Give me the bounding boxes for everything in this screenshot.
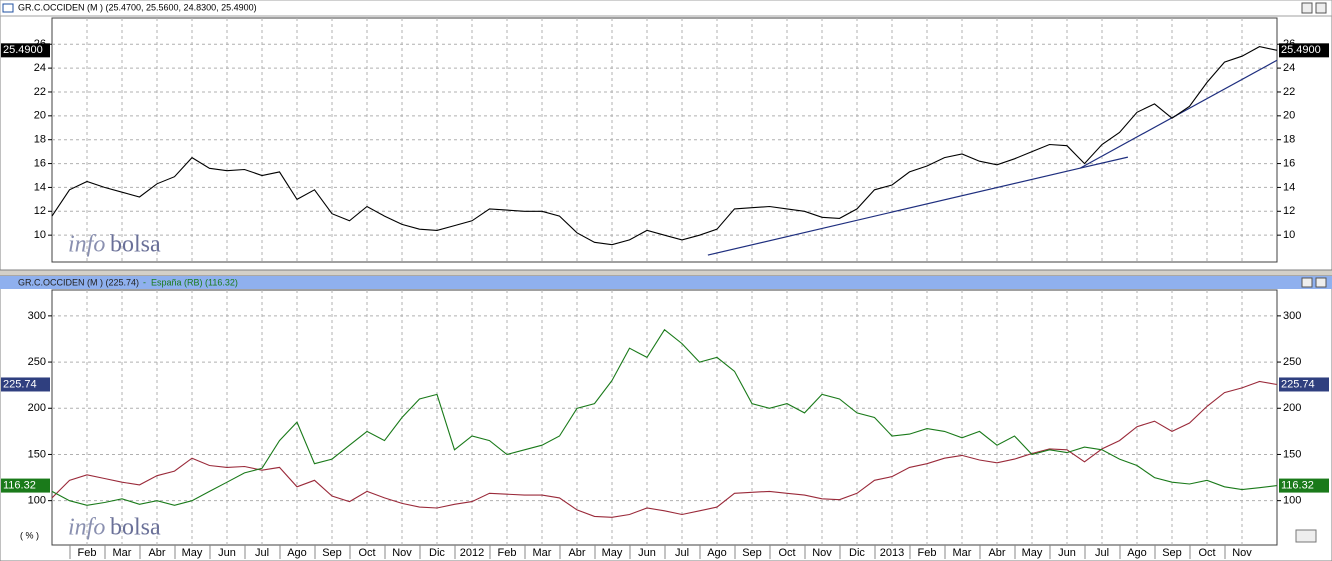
y-tick-label: 150 — [1283, 448, 1301, 460]
y-tick-label: 24 — [34, 62, 46, 74]
x-tick-label: May — [1022, 547, 1043, 559]
x-tick-label: Feb — [78, 547, 97, 559]
y-unit: ( % ) — [20, 530, 39, 540]
trend-line — [1079, 156, 1129, 169]
y-tick-label: 200 — [28, 402, 46, 414]
x-tick-label: Nov — [392, 547, 412, 559]
price-line — [51, 380, 1278, 518]
y-tick-label: 250 — [28, 356, 46, 368]
x-tick-label: Jun — [218, 547, 236, 559]
price-line — [51, 328, 1278, 506]
last-value-label: 25.4900 — [1281, 44, 1321, 56]
y-tick-label: 300 — [1283, 310, 1301, 322]
x-tick-label: Jul — [255, 547, 269, 559]
x-tick-label: May — [602, 547, 623, 559]
last-value-label: 225.74 — [3, 378, 37, 390]
x-tick-label: Jul — [1095, 547, 1109, 559]
y-tick-label: 12 — [34, 205, 46, 217]
bottom-header — [0, 276, 1332, 289]
x-tick-label: Mar — [953, 547, 972, 559]
y-tick-label: 18 — [1283, 134, 1295, 146]
y-tick-label: 10 — [1283, 229, 1295, 241]
x-tick-label: Abr — [148, 547, 165, 559]
last-value-badge — [1279, 478, 1329, 493]
x-tick-label: Abr — [988, 547, 1005, 559]
x-tick-label: Dic — [429, 547, 445, 559]
plot-area — [51, 289, 1278, 546]
minimize-button[interactable] — [1301, 2, 1313, 14]
last-value-badge — [1, 478, 50, 493]
price-line — [51, 46, 1278, 246]
x-tick-label: Mar — [113, 547, 132, 559]
watermark: info — [68, 232, 105, 258]
x-tick-label: 2012 — [460, 547, 484, 559]
x-tick-label: Dic — [849, 547, 865, 559]
x-tick-label: Abr — [568, 547, 585, 559]
window-icon — [2, 3, 14, 13]
y-tick-label: 14 — [1283, 181, 1295, 193]
x-tick-label: Sep — [322, 547, 342, 559]
last-value-badge — [1, 43, 50, 58]
x-tick-label: Ago — [1127, 547, 1147, 559]
y-tick-label: 18 — [34, 134, 46, 146]
y-tick-label: 20 — [1283, 110, 1295, 122]
maximize-button[interactable] — [1315, 2, 1327, 14]
y-tick-label: 22 — [1283, 86, 1295, 98]
y-tick-label: 14 — [34, 181, 46, 193]
legend-entry: España (RB) (116.32) — [151, 277, 238, 287]
legend-separator: - — [143, 277, 146, 287]
watermark: bolsa — [110, 515, 161, 541]
y-tick-label: 100 — [28, 495, 46, 507]
y-tick-label: 24 — [1283, 62, 1295, 74]
last-value-label: 116.32 — [1281, 479, 1314, 491]
x-tick-label: Feb — [918, 547, 937, 559]
chart-title: GR.C.OCCIDEN (M ) (25.4700, 25.5600, 24.… — [18, 2, 257, 12]
top-header — [0, 0, 1332, 17]
last-value-label: 116.32 — [3, 479, 36, 491]
last-value-badge — [1279, 377, 1329, 392]
x-tick-label: Sep — [742, 547, 762, 559]
x-tick-label: Mar — [533, 547, 552, 559]
y-tick-label: 10 — [34, 229, 46, 241]
x-tick-label: Feb — [498, 547, 517, 559]
minimize-button[interactable] — [1301, 277, 1313, 288]
y-tick-label: 16 — [34, 157, 46, 169]
y-tick-label: 22 — [34, 86, 46, 98]
x-tick-label: Jun — [1058, 547, 1076, 559]
y-tick-label: 200 — [1283, 402, 1301, 414]
watermark: bolsa — [110, 232, 161, 258]
y-tick-label: 100 — [1283, 495, 1301, 507]
x-tick-label: Oct — [778, 547, 795, 559]
y-tick-label: 16 — [1283, 157, 1295, 169]
y-tick-label: 250 — [1283, 356, 1301, 368]
y-tick-label: 150 — [28, 448, 46, 460]
x-tick-label: Jun — [638, 547, 656, 559]
x-tick-label: Ago — [707, 547, 727, 559]
last-value-label: 25.4900 — [3, 44, 43, 56]
scroll-button[interactable] — [1295, 529, 1317, 543]
watermark: info — [68, 515, 105, 541]
trend-line — [707, 167, 1081, 256]
y-tick-label: 300 — [28, 310, 46, 322]
x-tick-label: 2013 — [880, 547, 904, 559]
legend-entry: GR.C.OCCIDEN (M ) (225.74) — [18, 277, 139, 287]
x-tick-label: Sep — [1162, 547, 1182, 559]
x-tick-label: May — [182, 547, 203, 559]
x-tick-label: Oct — [358, 547, 375, 559]
x-tick-label: Nov — [812, 547, 832, 559]
y-tick-label: 20 — [34, 110, 46, 122]
x-tick-label: Nov — [1232, 547, 1252, 559]
last-value-label: 225.74 — [1281, 378, 1315, 390]
x-tick-label: Ago — [287, 547, 307, 559]
x-tick-label: Jul — [675, 547, 689, 559]
x-tick-label: Oct — [1198, 547, 1215, 559]
maximize-button[interactable] — [1315, 277, 1327, 288]
last-value-badge — [1, 377, 50, 392]
last-value-badge — [1279, 43, 1329, 58]
y-tick-label: 12 — [1283, 205, 1295, 217]
